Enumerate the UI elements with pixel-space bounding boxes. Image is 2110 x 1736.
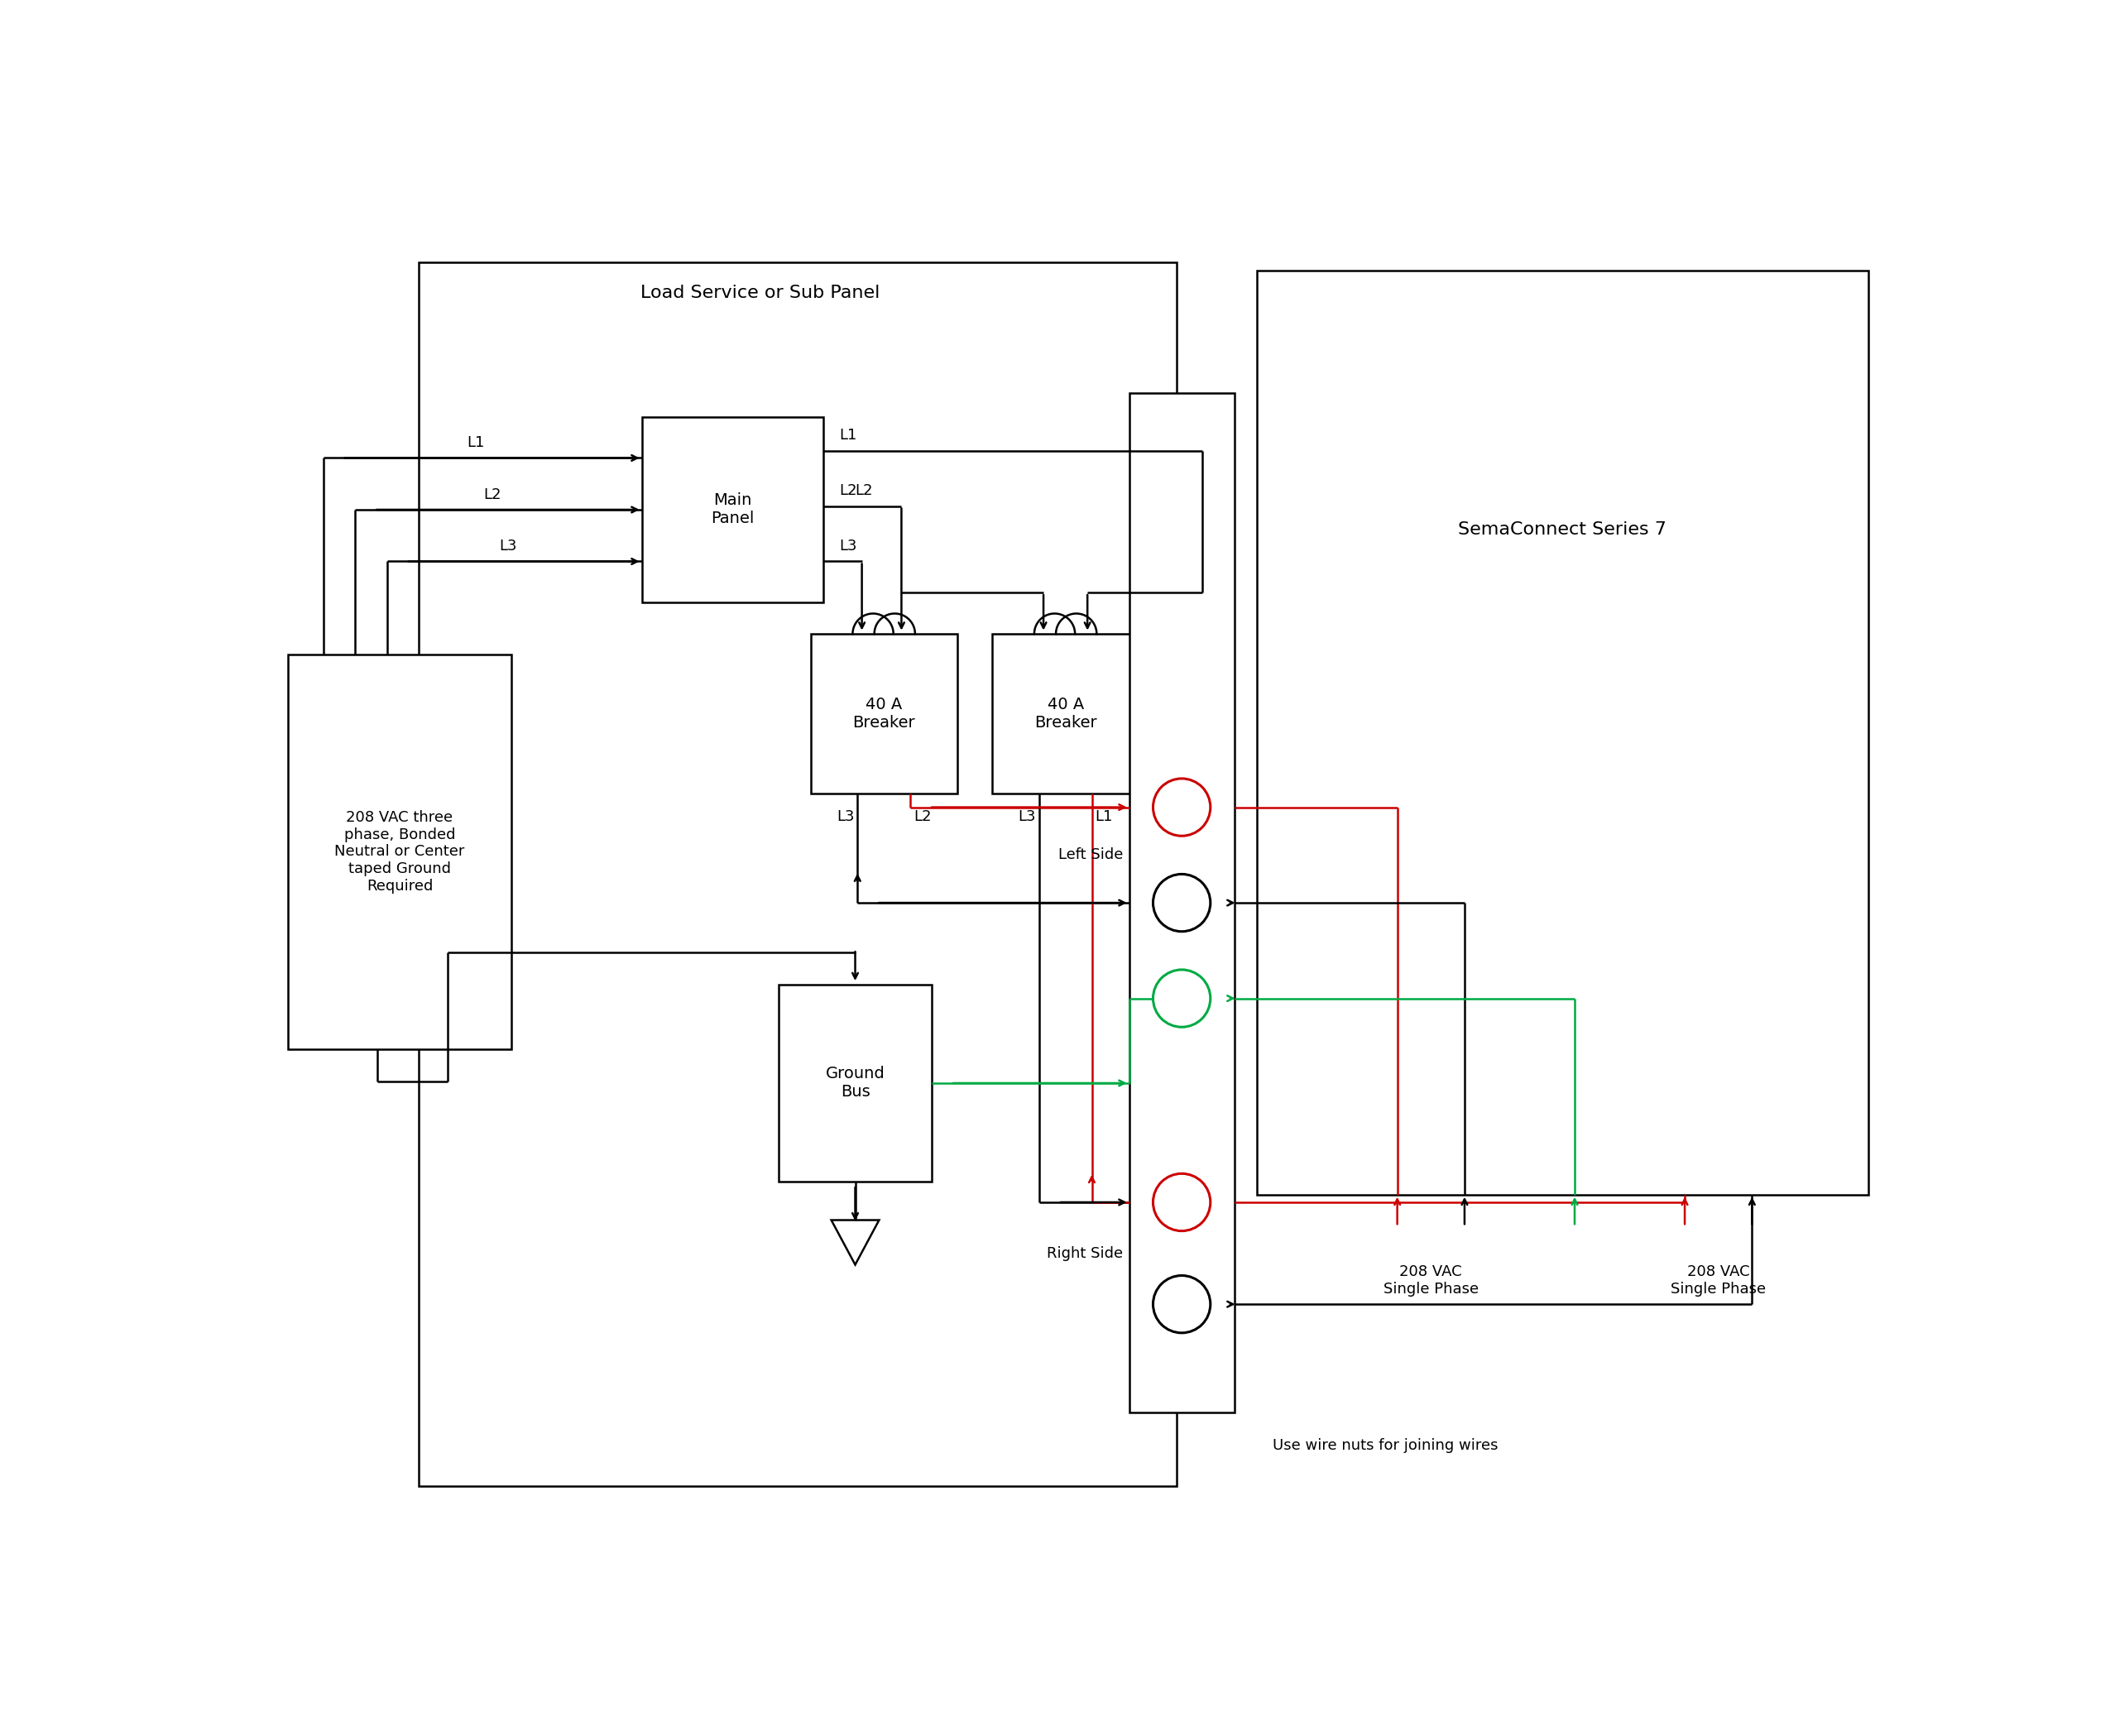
Text: 208 VAC three
phase, Bonded
Neutral or Center
taped Ground
Required: 208 VAC three phase, Bonded Neutral or C… [335, 811, 464, 894]
Text: Right Side: Right Side [1047, 1246, 1123, 1260]
Text: Main
Panel: Main Panel [711, 493, 753, 526]
Circle shape [1152, 1276, 1211, 1333]
Text: Load Service or Sub Panel: Load Service or Sub Panel [639, 285, 880, 302]
Bar [992, 634, 1139, 793]
Text: L2: L2 [840, 483, 857, 498]
Text: Ground
Bus: Ground Bus [825, 1066, 884, 1101]
Circle shape [1152, 1174, 1211, 1231]
Text: L3: L3 [1019, 809, 1036, 825]
Bar [641, 417, 823, 602]
Text: SemaConnect Series 7: SemaConnect Series 7 [1458, 521, 1667, 538]
Bar [779, 984, 933, 1182]
Text: L3: L3 [836, 809, 855, 825]
Bar [289, 654, 511, 1049]
Text: Left Side: Left Side [1057, 847, 1123, 863]
Circle shape [1152, 778, 1211, 837]
Text: L1: L1 [1095, 809, 1112, 825]
Text: L2: L2 [914, 809, 931, 825]
Text: L3: L3 [500, 538, 517, 554]
Text: L2: L2 [855, 483, 874, 498]
Bar [1129, 392, 1234, 1413]
Text: 208 VAC
Single Phase: 208 VAC Single Phase [1384, 1266, 1479, 1297]
Text: 208 VAC
Single Phase: 208 VAC Single Phase [1671, 1266, 1766, 1297]
Text: L1: L1 [466, 436, 485, 450]
Bar [1258, 271, 1867, 1194]
Text: Use wire nuts for joining wires: Use wire nuts for joining wires [1272, 1437, 1498, 1453]
Circle shape [1152, 970, 1211, 1028]
Text: 40 A
Breaker: 40 A Breaker [1034, 696, 1097, 731]
Text: L2: L2 [483, 488, 500, 502]
Bar [810, 634, 958, 793]
Circle shape [1152, 875, 1211, 932]
Text: 40 A
Breaker: 40 A Breaker [852, 696, 916, 731]
Text: L3: L3 [840, 538, 857, 554]
Bar [418, 262, 1177, 1486]
Text: L1: L1 [840, 429, 857, 443]
